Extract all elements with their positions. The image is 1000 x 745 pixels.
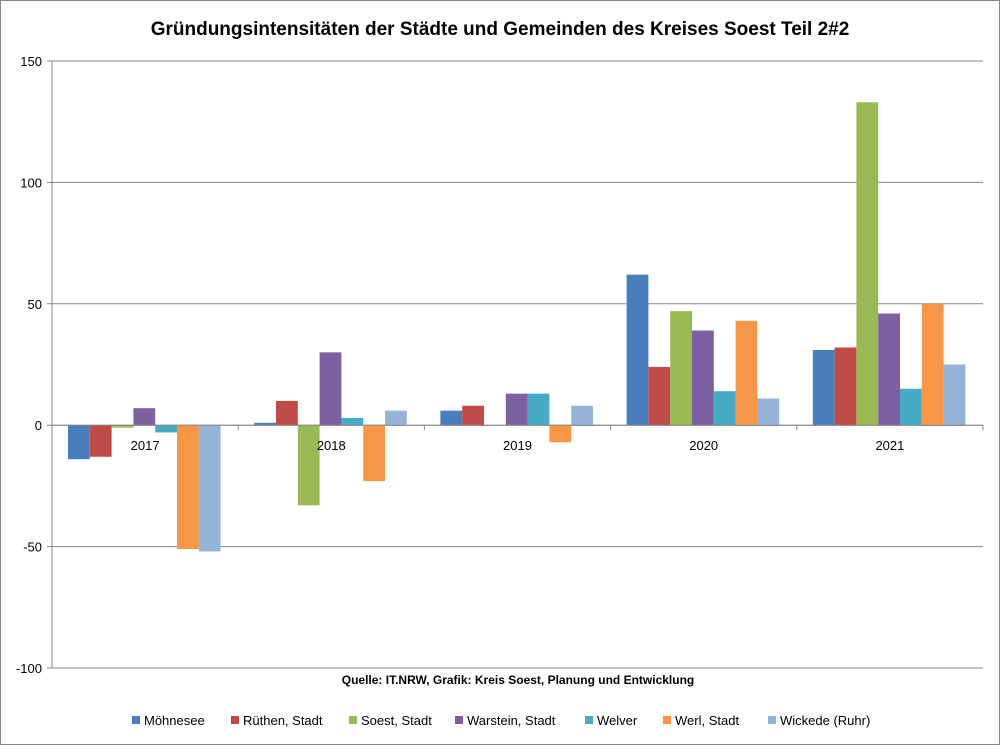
legend-swatch xyxy=(585,716,593,724)
legend-swatch xyxy=(231,716,239,724)
bar xyxy=(440,410,463,426)
bar xyxy=(133,408,156,426)
legend-label: Soest, Stadt xyxy=(361,713,432,728)
bar xyxy=(571,405,593,426)
y-tick-label: 150 xyxy=(20,54,42,69)
legend-label: Werl, Stadt xyxy=(675,713,739,728)
bar xyxy=(648,366,671,426)
bars xyxy=(68,102,966,552)
y-tick-label: -50 xyxy=(23,540,42,555)
bar xyxy=(177,425,199,550)
bar xyxy=(527,393,550,426)
bar xyxy=(900,388,922,426)
bar xyxy=(505,393,528,426)
bar xyxy=(549,425,572,443)
bar xyxy=(834,347,857,426)
bar xyxy=(462,405,484,426)
bar xyxy=(878,313,900,426)
y-tick-label: 0 xyxy=(35,418,42,433)
bar xyxy=(276,400,298,426)
bar xyxy=(363,425,385,482)
bar xyxy=(670,311,692,426)
bar xyxy=(297,425,320,506)
bar xyxy=(254,422,276,426)
bar xyxy=(111,425,134,428)
legend-swatch xyxy=(768,716,776,724)
x-tick-label: 2018 xyxy=(317,438,346,453)
bar xyxy=(319,352,342,426)
legend-label: Wickede (Ruhr) xyxy=(780,713,870,728)
legend-swatch xyxy=(663,716,671,724)
bar xyxy=(812,349,835,426)
axes: 150 100 50 0 -50 -100 2017 2018 2019 2020 2021 xyxy=(16,54,984,676)
bar xyxy=(943,364,966,426)
bar xyxy=(713,391,736,426)
bar xyxy=(692,330,714,426)
y-tick-label: 50 xyxy=(28,297,42,312)
legend-swatch xyxy=(349,716,357,724)
legend-label: Möhnesee xyxy=(144,713,205,728)
y-tick-label: 100 xyxy=(20,175,42,190)
x-tick-label: 2021 xyxy=(875,438,904,453)
x-tick-label: 2019 xyxy=(503,438,532,453)
bar xyxy=(757,398,780,426)
bar xyxy=(626,274,649,426)
legend: Möhnesee Rüthen, Stadt Soest, Stadt Warstei… xyxy=(132,713,870,728)
bar xyxy=(341,417,364,426)
legend-swatch xyxy=(455,716,463,724)
legend-label: Warstein, Stadt xyxy=(467,713,556,728)
bar xyxy=(198,425,221,552)
source-note: Quelle: IT.NRW, Grafik: Kreis Soest, Pla… xyxy=(342,673,695,687)
bar xyxy=(735,320,758,426)
bar xyxy=(856,102,879,426)
x-tick-label: 2017 xyxy=(131,438,160,453)
bar xyxy=(68,425,90,460)
legend-label: Welver xyxy=(597,713,638,728)
y-tick-label: -100 xyxy=(16,661,42,676)
legend-label: Rüthen, Stadt xyxy=(243,713,323,728)
bar xyxy=(921,303,944,426)
x-tick-label: 2020 xyxy=(689,438,718,453)
bar xyxy=(89,425,112,457)
bar xyxy=(385,410,407,426)
bar xyxy=(155,425,177,433)
legend-swatch xyxy=(132,716,140,724)
chart-title: Gründungsintensitäten der Städte und Gem… xyxy=(151,19,850,40)
